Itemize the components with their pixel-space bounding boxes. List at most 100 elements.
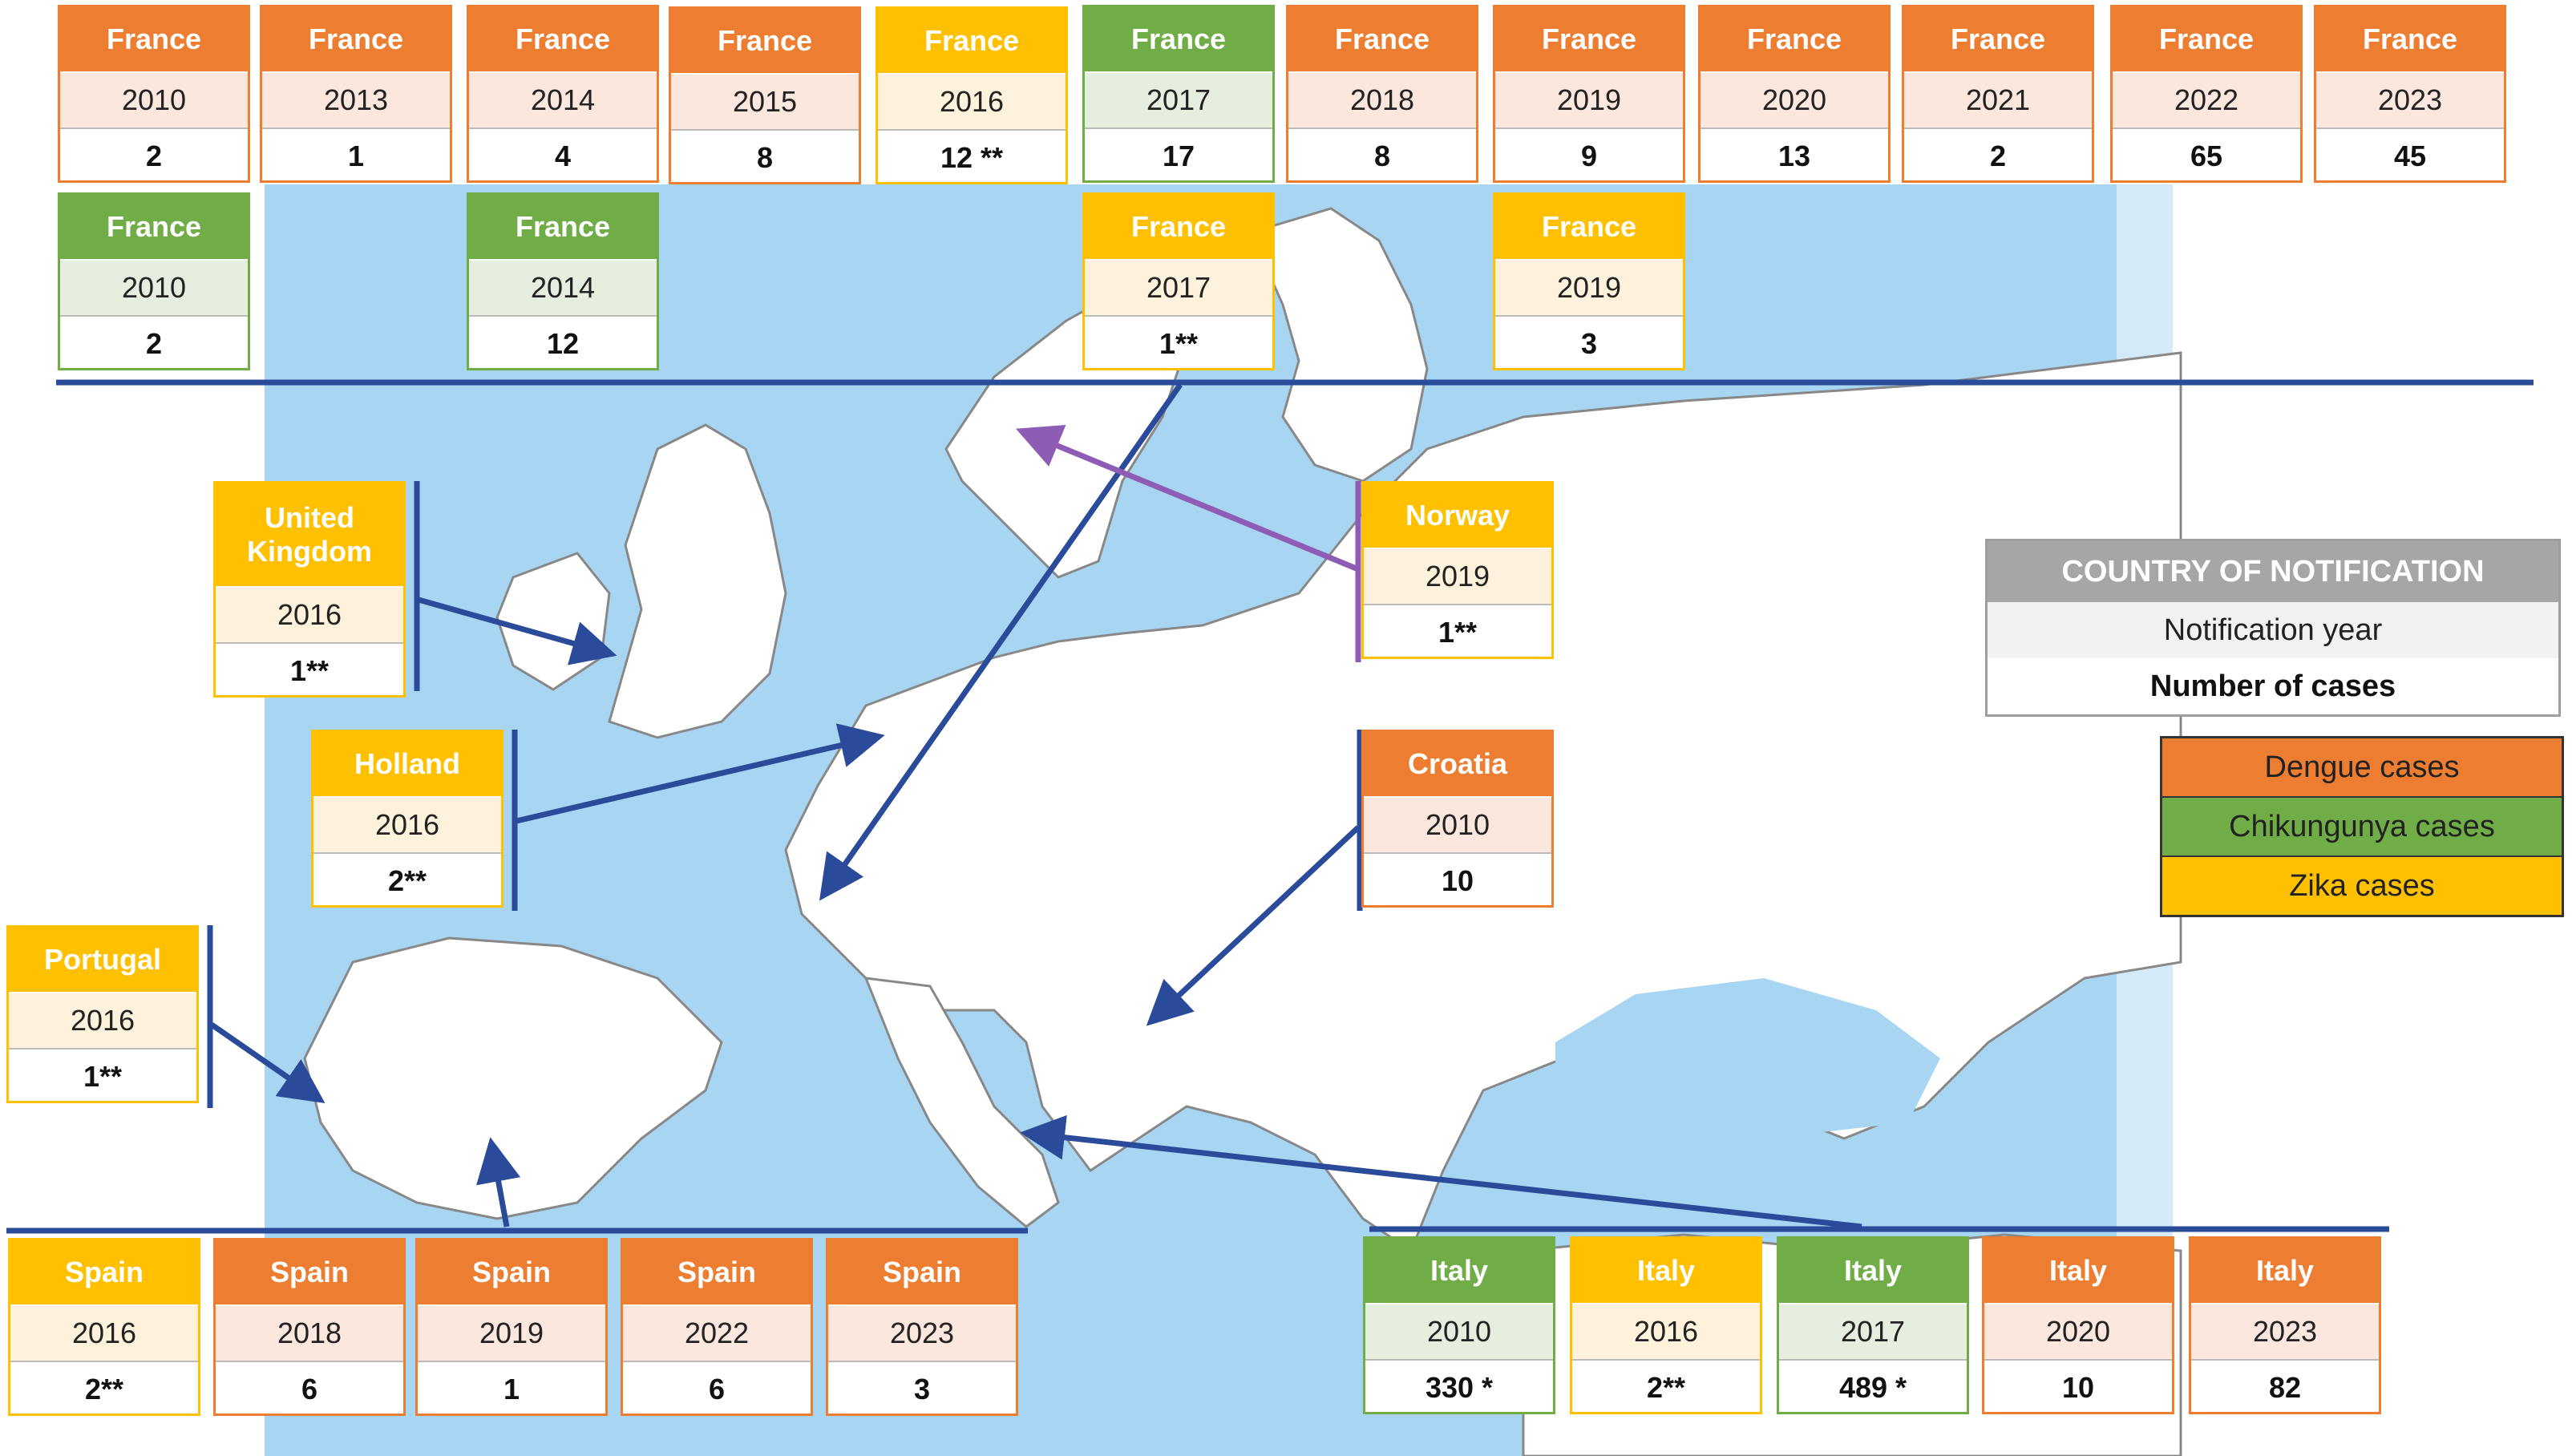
card-country: Italy [1779,1239,1967,1303]
case-card: France 2019 3 [1493,192,1685,370]
card-country: France [878,9,1066,73]
country-notification-legend: COUNTRY OF NOTIFICATION Notification yea… [1985,539,2561,717]
card-year: 2020 [1701,71,1888,129]
legend-header: COUNTRY OF NOTIFICATION [1988,541,2558,602]
card-country: France [60,7,248,71]
case-card: France 2010 2 [58,192,250,370]
case-card: Norway 2019 1** [1361,481,1554,659]
case-card: Spain 2023 3 [826,1238,1018,1416]
card-cases: 12 ** [940,141,1004,174]
legend-cases: Number of cases [2149,669,2396,703]
card-cases: 489 * [1838,1371,1907,1404]
card-cases: 4 [554,140,572,172]
case-card: Spain 2022 6 [621,1238,813,1416]
card-country: France [60,195,248,259]
case-card: Italy 2010 330 * [1363,1236,1555,1414]
case-card: Italy 2016 2** [1570,1236,1762,1414]
card-country: France [262,7,450,71]
card-country: France [1495,195,1683,259]
card-country: Spain [216,1240,403,1304]
card-year: 2023 [828,1304,1016,1362]
arrow-croatia [1146,825,1361,1026]
card-country: France [1288,7,1476,71]
card-cases: 65 [2190,140,2223,172]
card-year: 2022 [2113,71,2300,129]
card-year: 2019 [418,1304,605,1362]
disease-legend: Dengue cases Chikungunya cases Zika case… [2160,736,2564,917]
card-country: France [1085,7,1272,71]
card-year: 2016 [313,796,501,854]
card-country: Spain [418,1240,605,1304]
card-country: France [1701,7,1888,71]
case-card: France 2021 2 [1902,5,2094,183]
card-cases: 1 [503,1373,520,1405]
case-card: France 2014 12 [467,192,659,370]
card-cases: 82 [2268,1371,2302,1404]
card-cases: 1** [289,654,330,687]
case-card: France 2018 8 [1286,5,1478,183]
card-cases: 8 [1373,140,1391,172]
card-cases: 1** [1159,327,1199,360]
card-cases: 2** [1646,1371,1686,1404]
card-year: 2018 [216,1304,403,1362]
case-card: Italy 2017 489 * [1777,1236,1969,1414]
card-country: Italy [1365,1239,1553,1303]
card-cases: 10 [2061,1371,2095,1404]
card-year: 2017 [1085,71,1272,129]
card-year: 2019 [1364,548,1551,605]
case-card: Italy 2023 82 [2189,1236,2381,1414]
card-cases: 10 [1441,864,1474,897]
card-cases: 2 [145,327,163,360]
case-card: France 2015 8 [669,6,861,184]
card-cases: 2** [387,864,427,897]
case-card: France 2010 2 [58,5,250,183]
card-cases: 2 [145,140,163,172]
case-card: Spain 2019 1 [415,1238,608,1416]
land-iberia [303,936,723,1220]
card-country: France [469,195,657,259]
case-card: France 2019 9 [1493,5,1685,183]
card-country: Croatia [1364,732,1551,796]
case-card: France 2017 17 [1082,5,1275,183]
card-cases: 2 [1989,140,2007,172]
legend-year: Notification year [1988,602,2558,658]
card-year: 2010 [60,259,248,317]
card-year: 2010 [1364,796,1551,854]
card-year: 2016 [216,586,403,644]
arrows [210,382,1862,1230]
card-cases: 1** [1438,616,1478,649]
card-year: 2016 [1572,1303,1760,1361]
card-year: 2016 [9,992,196,1050]
card-country: France [2113,7,2300,71]
card-country: Portugal [9,928,196,992]
card-country: Italy [1572,1239,1760,1303]
black-sea [1555,978,1940,1139]
case-card: Portugal 2016 1** [6,925,199,1103]
card-country: Italy [2191,1239,2379,1303]
card-cases: 6 [301,1373,318,1405]
case-card: France 2016 12 ** [876,6,1068,184]
card-cases: 1** [83,1060,123,1093]
card-year: 2017 [1779,1303,1967,1361]
case-card: Spain 2016 2** [8,1238,200,1416]
card-year: 2021 [1904,71,2092,129]
card-country: United Kingdom [216,483,403,586]
card-year: 2015 [671,73,859,131]
card-cases: 12 [546,327,580,360]
case-card: France 2022 65 [2110,5,2303,183]
card-year: 2018 [1288,71,1476,129]
card-country: France [1495,7,1683,71]
legend-dengue: Dengue cases [2162,738,2562,798]
case-card: France 2014 4 [467,5,659,183]
case-card: Spain 2018 6 [213,1238,406,1416]
card-year: 2017 [1085,259,1272,317]
card-country: France [671,9,859,73]
card-country: France [469,7,657,71]
card-year: 2016 [878,73,1066,131]
arrow-portugal [210,1022,326,1103]
card-cases: 1 [347,140,365,172]
case-card: United Kingdom 2016 1** [213,481,406,698]
case-card: Croatia 2010 10 [1361,730,1554,908]
card-cases: 330 * [1425,1371,1494,1404]
arrow-uk [418,597,617,665]
